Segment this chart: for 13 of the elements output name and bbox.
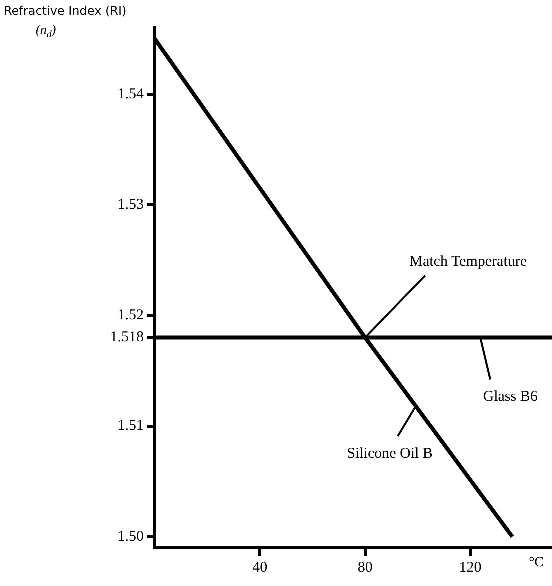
x-tick-label: 80	[358, 560, 373, 576]
y-tick-label: 1.50	[118, 528, 144, 545]
annotation: Match Temperature	[410, 254, 528, 270]
y-tick-label: 1.53	[118, 196, 144, 213]
y-tick-label: 1.52	[118, 308, 144, 324]
x-tick-label: 40	[252, 560, 268, 576]
x-tick-label: 120	[459, 560, 482, 576]
y-tick-label: 1.54	[118, 86, 144, 102]
text: Glass B6	[483, 389, 538, 406]
x-axis-title: °C	[529, 556, 544, 571]
legend-label: Silicone Oil B	[347, 446, 433, 462]
y-tick-label: 1.518	[110, 330, 144, 346]
y-tick-label: 1.51	[118, 418, 144, 434]
